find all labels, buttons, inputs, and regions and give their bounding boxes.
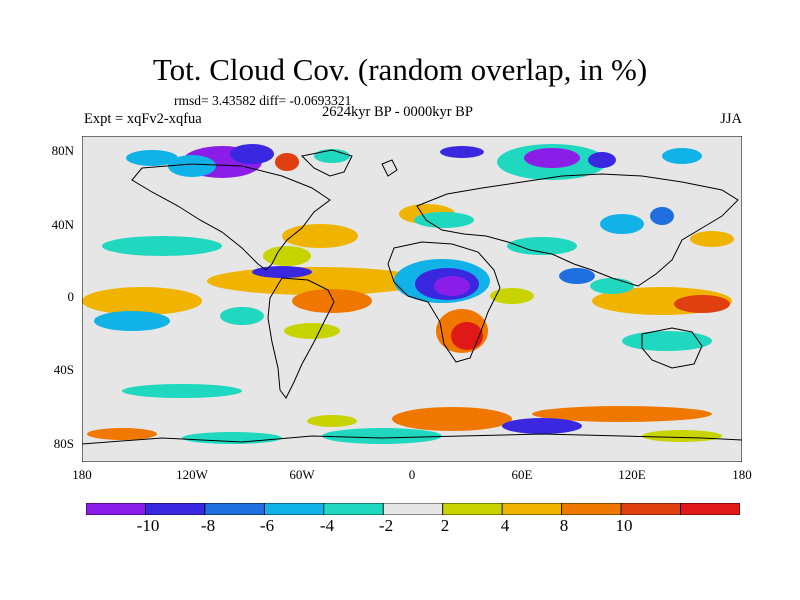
lat-label-80n: 80N	[51, 143, 74, 158]
season-label: JJA	[720, 111, 742, 127]
colorbar	[86, 503, 740, 515]
colorbar-label-m4: -4	[319, 516, 335, 535]
stats-line: rmsd= 3.43582 diff= -0.0693321	[174, 93, 352, 108]
colorbar-box	[86, 503, 146, 515]
lon-label-60w: 60W	[289, 467, 315, 482]
period-label: 2624kyr BP - 0000kyr BP	[322, 104, 473, 120]
lon-label-60e: 60E	[511, 467, 533, 482]
colorbar-box	[204, 503, 265, 515]
colorbar-label-8: 8	[559, 516, 569, 535]
lon-label-120w: 120W	[176, 467, 208, 482]
lat-label-40s: 40S	[53, 362, 74, 377]
colorbar-box	[323, 503, 384, 515]
coastlines	[82, 149, 742, 445]
colorbar-label-4: 4	[500, 516, 510, 535]
colorbar-label-10: 10	[615, 516, 633, 535]
colorbar-box	[442, 503, 503, 515]
anomaly-map	[82, 136, 742, 462]
colorbar-box	[620, 503, 681, 515]
colorbar-label-m10: -10	[136, 516, 160, 535]
colorbar-box	[680, 503, 740, 515]
lon-label-120e: 120E	[618, 467, 646, 482]
colorbar-label-m6: -6	[259, 516, 275, 535]
lat-label-40n: 40N	[51, 217, 74, 232]
lat-label-80s: 80S	[53, 436, 74, 451]
lon-label-0: 0	[408, 467, 416, 482]
colorbar-label-m2: -2	[378, 516, 394, 535]
lon-label-180e: 180	[732, 467, 752, 482]
colorbar-box	[501, 503, 563, 515]
map-title: Tot. Cloud Cov. (random overlap, in %)	[152, 52, 648, 87]
lon-label-180w: 180	[72, 467, 92, 482]
colorbar-box	[145, 503, 206, 515]
colorbar-label-m8: -8	[200, 516, 216, 535]
colorbar-box	[561, 503, 622, 515]
colorbar-box	[382, 503, 444, 515]
anomaly-fields	[82, 144, 734, 444]
colorbar-box	[263, 503, 325, 515]
colorbar-label-2: 2	[440, 516, 450, 535]
experiment-label: Expt = xqFv2-xqfua	[84, 111, 202, 127]
lat-label-0: 0	[67, 289, 75, 304]
